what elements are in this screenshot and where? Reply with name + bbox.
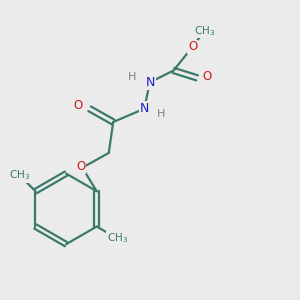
Text: O: O: [203, 70, 212, 83]
Text: O: O: [74, 99, 83, 112]
Text: CH$_3$: CH$_3$: [9, 168, 30, 182]
Text: N: N: [145, 76, 155, 89]
Text: N: N: [140, 102, 149, 115]
Text: CH$_3$: CH$_3$: [194, 24, 215, 38]
Text: O: O: [188, 40, 197, 53]
Text: H: H: [157, 109, 165, 119]
Text: CH$_3$: CH$_3$: [107, 231, 128, 245]
Text: H: H: [128, 72, 136, 82]
Text: O: O: [76, 160, 86, 173]
